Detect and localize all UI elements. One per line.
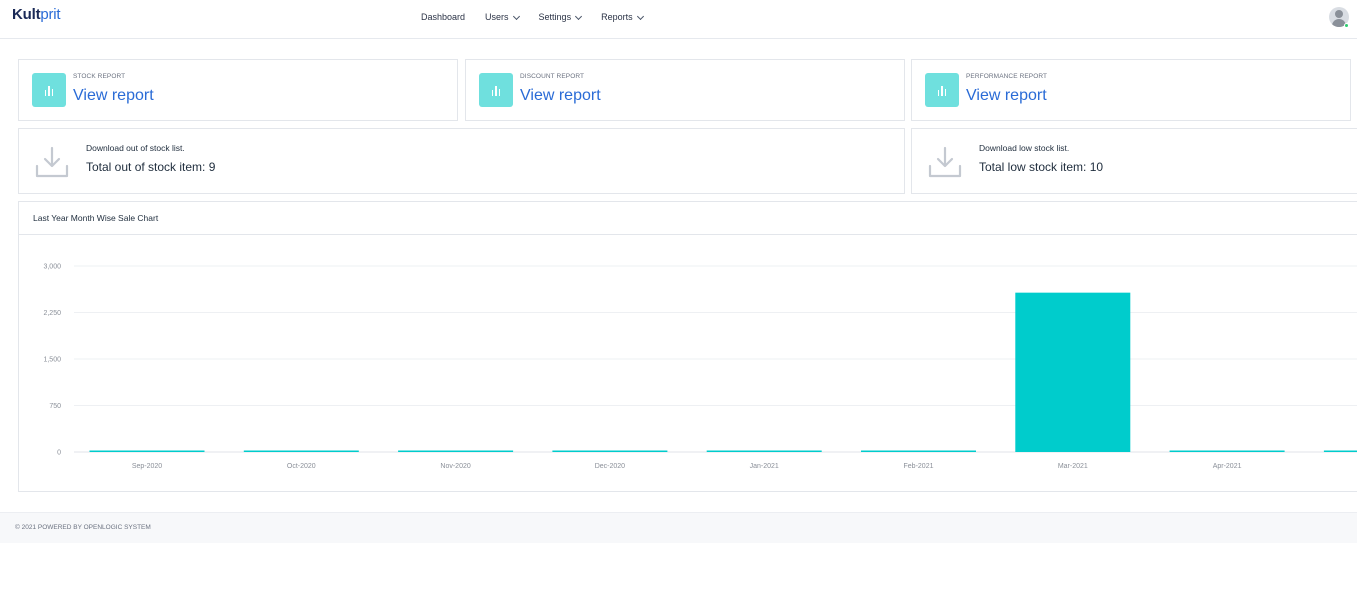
- page-footer: © 2021 POWERED BY OPENLOGIC SYSTEM: [0, 512, 1357, 543]
- avatar-head-shape: [1335, 10, 1343, 18]
- y-tick-label: 2,250: [43, 310, 61, 317]
- chart-bar: [552, 450, 668, 452]
- y-tick-label: 1,500: [43, 357, 61, 364]
- x-tick-label: Oct-2020: [287, 463, 316, 470]
- download-icon[interactable]: [34, 144, 70, 180]
- performance-report-view-link[interactable]: View report: [966, 87, 1047, 104]
- main-nav: Dashboard Users Settings Reports: [421, 12, 644, 22]
- brand-part-1: Kult: [12, 6, 41, 23]
- bar-chart-icon: [925, 73, 959, 107]
- sales-bar-chart: 0 750 1,500 2,250 3,000 Sep-2020 Oct-2020 Nov-2…: [43, 264, 1357, 470]
- chart-bar: [1015, 292, 1131, 452]
- sales-chart-card: Last Year Month Wise Sale Chart 0 750 1,50…: [18, 201, 1357, 492]
- download-icon[interactable]: [927, 144, 963, 180]
- top-navbar: Kultprit Dashboard Users Settings Report…: [0, 0, 1357, 39]
- chart-bar: [706, 450, 822, 452]
- report-card-label: DISCOUNT REPORT: [520, 73, 585, 80]
- report-card-label: PERFORMANCE REPORT: [966, 73, 1048, 80]
- y-tick-label: 3,000: [43, 264, 61, 271]
- x-tick-label: Nov-2020: [440, 463, 470, 470]
- nav-dashboard[interactable]: Dashboard: [421, 12, 465, 22]
- chart-bar: [1323, 450, 1357, 452]
- chart-header: Last Year Month Wise Sale Chart: [19, 202, 1357, 235]
- chevron-down-icon: [636, 12, 644, 20]
- online-status-indicator: [1344, 23, 1349, 28]
- low-stock-card[interactable]: Download low stock list. Total low stock…: [911, 128, 1357, 194]
- x-tick-label: Apr-2021: [1213, 463, 1242, 470]
- performance-report-card: PERFORMANCE REPORT View report: [911, 59, 1351, 121]
- avatar-body-shape: [1332, 19, 1346, 27]
- nav-settings[interactable]: Settings: [538, 12, 583, 22]
- nav-reports-label: Reports: [601, 12, 633, 22]
- chart-bar: [398, 450, 514, 452]
- x-tick-label: Dec-2020: [595, 463, 625, 470]
- chart-bar: [1169, 450, 1285, 452]
- y-tick-label: 750: [49, 403, 61, 410]
- stock-report-card: STOCK REPORT View report: [18, 59, 458, 121]
- x-tick-label: Jan-2021: [750, 463, 779, 470]
- discount-report-card: DISCOUNT REPORT View report: [465, 59, 905, 121]
- brand-part-2: prit: [40, 6, 61, 23]
- nav-users-label: Users: [485, 12, 509, 22]
- out-of-stock-title: Download out of stock list.: [86, 143, 185, 153]
- discount-report-view-link[interactable]: View report: [520, 87, 601, 104]
- low-stock-title: Download low stock list.: [979, 143, 1070, 153]
- stock-report-view-link[interactable]: View report: [73, 87, 154, 104]
- user-avatar[interactable]: [1329, 7, 1349, 27]
- x-tick-label: Sep-2020: [132, 463, 162, 470]
- chart-title: Last Year Month Wise Sale Chart: [33, 213, 159, 223]
- bar-chart-icon: [479, 73, 513, 107]
- bar-chart-icon: [32, 73, 66, 107]
- nav-users[interactable]: Users: [485, 12, 520, 22]
- footer-copyright: © 2021 POWERED BY OPENLOGIC SYSTEM: [15, 524, 151, 531]
- chevron-down-icon: [512, 12, 520, 20]
- nav-dashboard-label: Dashboard: [421, 12, 466, 22]
- report-card-label: STOCK REPORT: [73, 73, 126, 80]
- nav-settings-label: Settings: [538, 12, 572, 22]
- nav-reports[interactable]: Reports: [601, 12, 644, 22]
- out-of-stock-card[interactable]: Download out of stock list. Total out of…: [18, 128, 905, 194]
- x-tick-label: Feb-2021: [904, 463, 934, 470]
- low-stock-count: Total low stock item: 10: [979, 160, 1104, 174]
- out-of-stock-count: Total out of stock item: 9: [86, 160, 216, 174]
- y-tick-label: 0: [57, 450, 61, 457]
- x-tick-label: Mar-2021: [1058, 463, 1088, 470]
- brand-logo[interactable]: Kultprit: [12, 6, 61, 23]
- chart-bar: [861, 450, 976, 452]
- chart-bar: [89, 450, 205, 452]
- chart-bar: [243, 450, 359, 452]
- chevron-down-icon: [575, 12, 583, 20]
